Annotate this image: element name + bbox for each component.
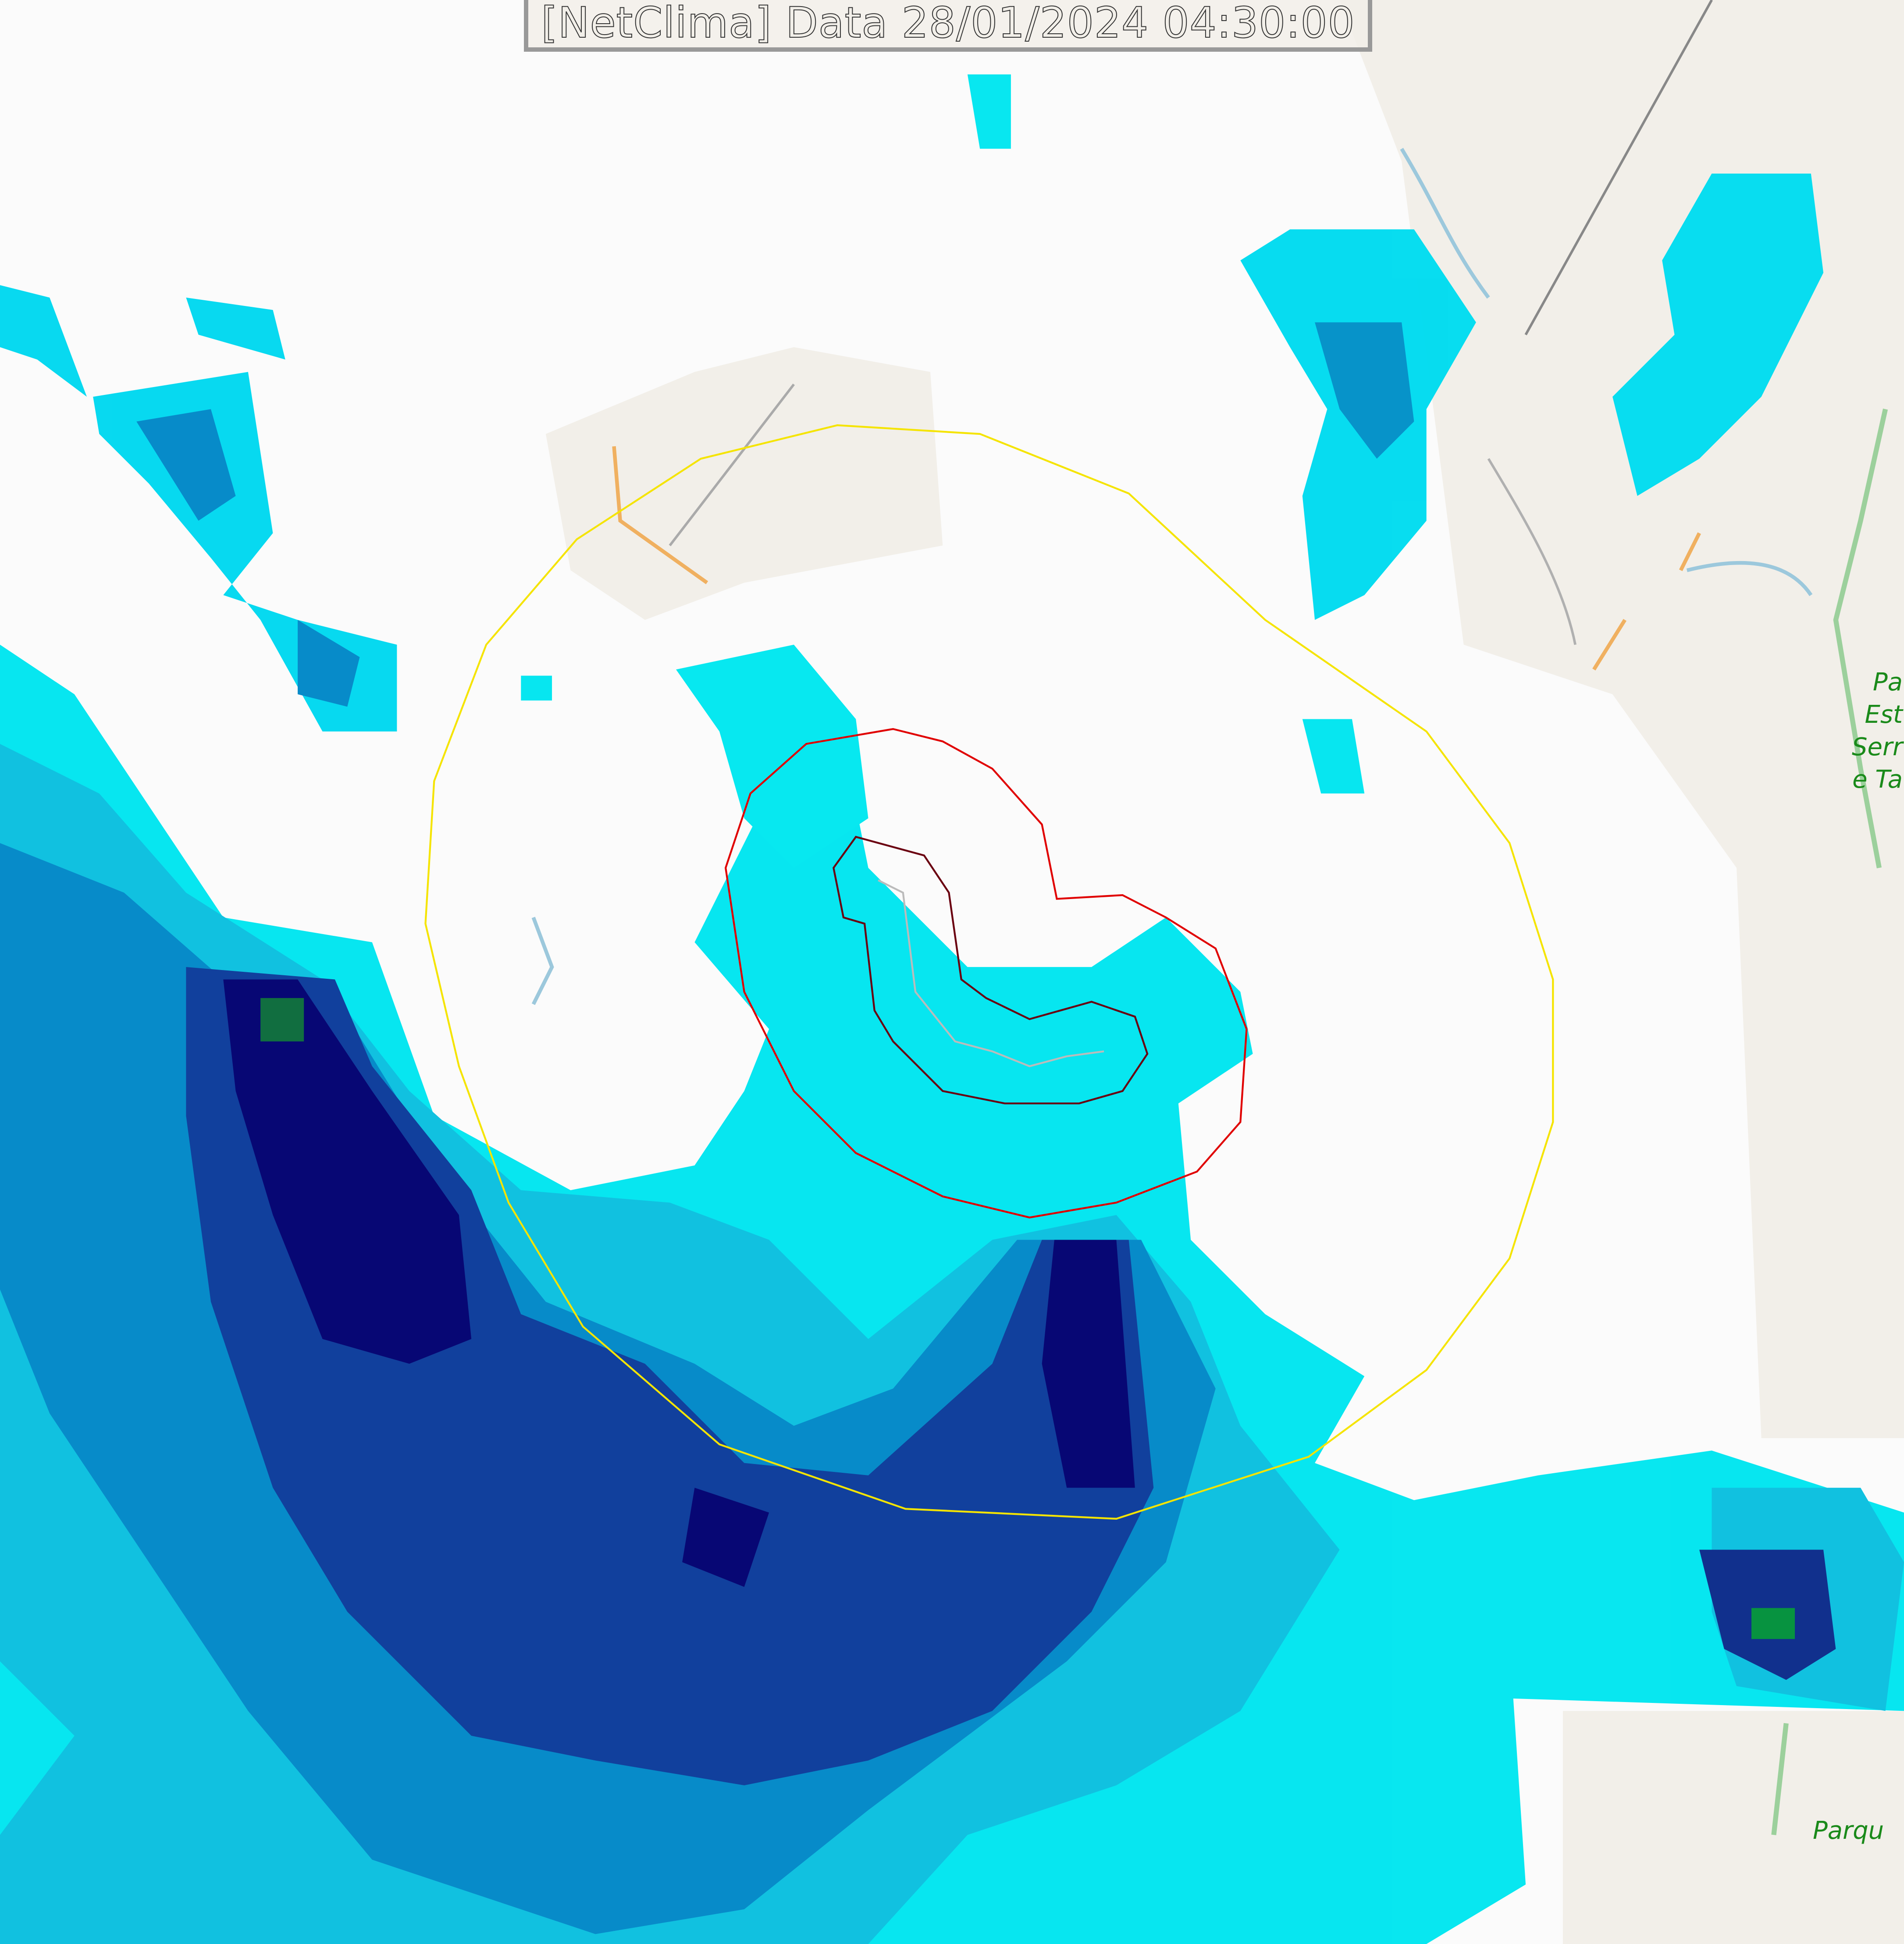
park-label-line: Serr xyxy=(1851,733,1903,761)
land-area xyxy=(545,347,943,620)
park-boundary xyxy=(1771,1723,1789,1835)
radar-echo-core xyxy=(1751,1608,1795,1639)
road xyxy=(1592,532,1701,671)
radar-echo-intense xyxy=(682,1488,769,1587)
radar-echo-light xyxy=(676,644,868,868)
radar-echo-intense xyxy=(1042,1240,1135,1488)
range-ring-outer xyxy=(424,424,1554,1520)
timestamp-label: [NetClima] Data 28/01/2024 04:30:00 xyxy=(541,0,1355,47)
land-area xyxy=(1562,1711,1904,1944)
range-ring-inner xyxy=(833,835,1149,1105)
road xyxy=(669,384,795,547)
road xyxy=(612,446,708,584)
road xyxy=(1524,0,1713,336)
river xyxy=(531,917,554,1005)
park-boundary xyxy=(1833,409,1888,868)
radar-precipitation xyxy=(0,74,1904,1944)
park-label-line: Pa xyxy=(1872,668,1903,697)
radar-echo-mid xyxy=(1315,322,1414,459)
park-label-line: e Ta xyxy=(1852,765,1903,794)
river xyxy=(1686,561,1813,597)
park-label-line: Est xyxy=(1865,700,1903,729)
radar-echo-intense xyxy=(223,979,472,1364)
park-label: Pa Est Serr e Ta xyxy=(1852,666,1903,796)
river xyxy=(1487,458,1577,645)
river xyxy=(1400,148,1490,299)
park-label-bottom: Parqu xyxy=(1813,1816,1884,1845)
radar-echo-light xyxy=(1612,173,1824,496)
radar-echo-mid xyxy=(136,409,360,707)
radar-echo-core xyxy=(260,998,304,1041)
timestamp-banner: [NetClima] Data 28/01/2024 04:30:00 xyxy=(524,0,1372,52)
range-ring-mid xyxy=(724,728,1248,1219)
track-line xyxy=(878,879,1104,1067)
